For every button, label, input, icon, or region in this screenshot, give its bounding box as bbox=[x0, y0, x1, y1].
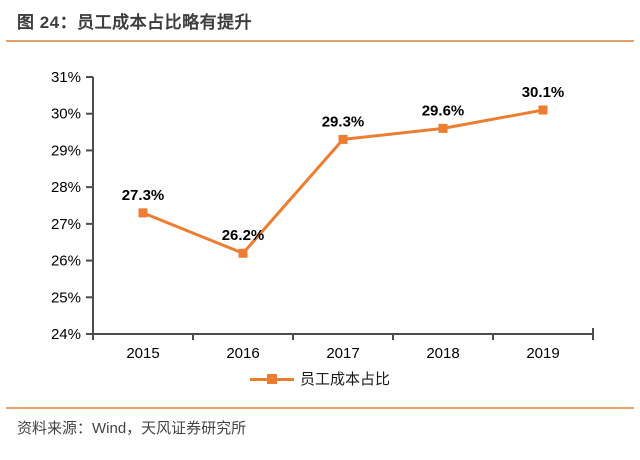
y-axis-tick-label: 26% bbox=[51, 253, 81, 270]
data-point-label: 29.6% bbox=[422, 102, 465, 119]
x-axis-tick-label: 2015 bbox=[126, 345, 159, 362]
chart-title: 图 24：员工成本占比略有提升 bbox=[17, 13, 253, 32]
y-axis-tick-label: 27% bbox=[51, 216, 81, 233]
legend-square-marker-icon bbox=[266, 373, 277, 384]
data-point-label: 27.3% bbox=[122, 187, 165, 204]
x-axis-tick-label: 2016 bbox=[226, 345, 259, 362]
y-axis-tick-label: 30% bbox=[51, 106, 81, 123]
y-axis-tick-label: 31% bbox=[51, 69, 81, 86]
line-chart: 24% 25% 26% 27% 28% 29% 30% 31% 2015 2016 2017 2018… bbox=[51, 69, 594, 362]
data-point-label: 26.2% bbox=[222, 227, 265, 244]
y-axis-tick-label: 24% bbox=[51, 326, 81, 343]
chart-legend: 员工成本占比 bbox=[0, 368, 640, 389]
source-attribution: 资料来源：Wind，天风证券研究所 bbox=[17, 420, 247, 437]
data-point-marker bbox=[238, 248, 248, 258]
data-point-marker bbox=[438, 123, 448, 133]
y-axis-tick-label: 25% bbox=[51, 289, 81, 306]
footer-divider bbox=[6, 407, 634, 409]
data-point-marker bbox=[138, 208, 148, 218]
legend-label: 员工成本占比 bbox=[299, 371, 390, 388]
x-axis-tick-label: 2018 bbox=[426, 345, 459, 362]
series-line bbox=[141, 108, 545, 255]
y-axis-tick-label: 28% bbox=[51, 179, 81, 196]
data-point-label: 30.1% bbox=[522, 84, 565, 101]
legend-swatch bbox=[249, 373, 294, 385]
header-divider bbox=[6, 40, 634, 42]
data-point-marker bbox=[538, 105, 548, 115]
data-point-marker bbox=[338, 134, 348, 144]
x-axis-tick-label: 2019 bbox=[526, 345, 559, 362]
y-axis-tick-label: 29% bbox=[51, 142, 81, 159]
x-axis-tick-label: 2017 bbox=[326, 345, 359, 362]
data-point-label: 29.3% bbox=[322, 113, 365, 130]
